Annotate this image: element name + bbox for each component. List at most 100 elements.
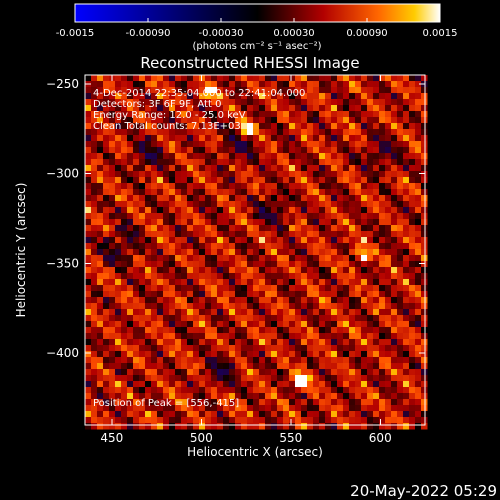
heatmap-cell: [91, 393, 98, 400]
heatmap-cell: [181, 135, 188, 142]
y-tick-label: −250: [46, 77, 79, 91]
heatmap-cell: [409, 273, 416, 280]
heatmap-cell: [409, 357, 416, 364]
heatmap-cell: [85, 405, 92, 412]
heatmap-cell: [343, 201, 350, 208]
heatmap-cell: [361, 189, 368, 196]
heatmap-cell: [265, 111, 272, 118]
heatmap-cell: [97, 231, 104, 238]
heatmap-cell: [355, 369, 362, 376]
heatmap-cell: [349, 291, 356, 298]
heatmap-cell: [157, 105, 164, 112]
heatmap-cell: [343, 207, 350, 214]
heatmap-cell: [187, 87, 194, 94]
heatmap-cell: [319, 411, 326, 418]
heatmap-cell: [217, 255, 224, 262]
heatmap-cell: [187, 273, 194, 280]
heatmap-cell: [205, 315, 212, 322]
heatmap-cell: [391, 327, 398, 334]
heatmap-cell: [253, 243, 260, 250]
heatmap-cell: [241, 189, 248, 196]
heatmap-cell: [85, 105, 92, 112]
heatmap-cell: [145, 213, 152, 220]
heatmap-cell: [379, 333, 386, 340]
heatmap-cell: [253, 225, 260, 232]
heatmap-cell: [373, 375, 380, 382]
heatmap-cell: [289, 405, 296, 412]
heatmap-cell: [175, 201, 182, 208]
heatmap-cell: [259, 129, 266, 136]
heatmap-cell: [403, 291, 410, 298]
heatmap-cell: [349, 399, 356, 406]
heatmap-cell: [265, 153, 272, 160]
heatmap-cell: [403, 129, 410, 136]
heatmap-cell: [115, 285, 122, 292]
heatmap-cell: [139, 123, 146, 130]
heatmap-cell: [211, 141, 218, 148]
heatmap-cell: [271, 117, 278, 124]
heatmap-cell: [187, 309, 194, 316]
heatmap-cell: [97, 273, 104, 280]
heatmap-cell: [175, 207, 182, 214]
heatmap-cell: [253, 351, 260, 358]
heatmap-cell: [307, 315, 314, 322]
heatmap-cell: [223, 93, 230, 100]
heatmap-cell: [85, 423, 92, 430]
heatmap-cell: [151, 117, 158, 124]
heatmap-cell: [187, 351, 194, 358]
heatmap-cell: [241, 141, 248, 148]
heatmap-cell: [229, 105, 236, 112]
heatmap-cell: [181, 339, 188, 346]
heatmap-cell: [367, 123, 374, 130]
heatmap-cell: [403, 225, 410, 232]
heatmap-cell: [97, 315, 104, 322]
heatmap-cell: [175, 171, 182, 178]
heatmap-cell: [283, 171, 290, 178]
heatmap-cell: [319, 333, 326, 340]
heatmap-cell: [91, 273, 98, 280]
heatmap-cell: [367, 261, 374, 268]
heatmap-cell: [307, 135, 314, 142]
heatmap-cell: [235, 165, 242, 172]
heatmap-cell: [331, 399, 338, 406]
heatmap-cell: [337, 345, 344, 352]
heatmap-cell: [85, 111, 92, 118]
heatmap-cell: [415, 147, 422, 154]
heatmap-cell: [367, 267, 374, 274]
heatmap-cell: [91, 321, 98, 328]
heatmap-cell: [325, 171, 332, 178]
heatmap-cell: [175, 303, 182, 310]
heatmap-cell: [211, 411, 218, 418]
heatmap-cell: [283, 315, 290, 322]
heatmap-cell: [133, 357, 140, 364]
heatmap-cell: [241, 207, 248, 214]
heatmap-cell: [151, 141, 158, 148]
heatmap-cell: [355, 195, 362, 202]
heatmap-cell: [109, 297, 116, 304]
heatmap-cell: [139, 285, 146, 292]
heatmap-cell: [349, 315, 356, 322]
heatmap-cell: [139, 243, 146, 250]
heatmap-cell: [415, 129, 422, 136]
heatmap-cell: [295, 261, 302, 268]
heatmap-cell: [199, 165, 206, 172]
heatmap-cell: [139, 381, 146, 388]
heatmap-cell: [301, 267, 308, 274]
heatmap-cell: [325, 303, 332, 310]
heatmap-cell: [85, 297, 92, 304]
heatmap-cell: [127, 405, 134, 412]
heatmap-cell: [163, 273, 170, 280]
heatmap-cell: [229, 201, 236, 208]
heatmap-cell: [181, 267, 188, 274]
heatmap-cell: [103, 183, 110, 190]
heatmap-cell: [193, 237, 200, 244]
heatmap-cell: [403, 363, 410, 370]
heatmap-cell: [259, 267, 266, 274]
heatmap-cell: [157, 99, 164, 106]
heatmap-cell: [355, 303, 362, 310]
heatmap-cell: [169, 309, 176, 316]
heatmap-cell: [205, 321, 212, 328]
heatmap-cell: [397, 195, 404, 202]
heatmap-cell: [97, 279, 104, 286]
heatmap-cell: [367, 171, 374, 178]
